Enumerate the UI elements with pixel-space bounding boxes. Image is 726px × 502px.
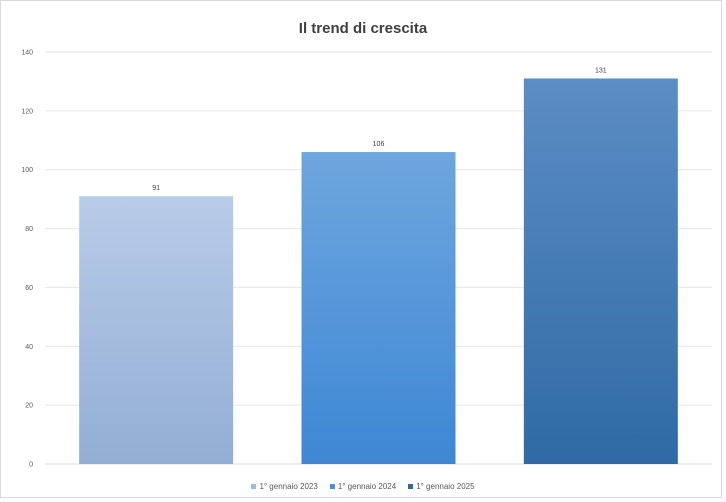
y-tick-label: 40 <box>25 344 33 351</box>
y-tick-label: 120 <box>21 108 33 115</box>
legend: 1° gennaio 2023 1° gennaio 2024 1° gennaio… <box>0 482 726 491</box>
bars <box>79 78 678 465</box>
y-tick-label: 80 <box>25 226 33 233</box>
data-label-3: 131 <box>595 67 607 74</box>
legend-label: 1° gennaio 2025 <box>416 482 475 491</box>
bar-2 <box>301 152 456 465</box>
legend-swatch <box>408 484 414 489</box>
y-tick-label: 20 <box>25 403 33 410</box>
data-label-1: 91 <box>152 185 160 192</box>
legend-item: 1° gennaio 2024 <box>329 482 397 491</box>
legend-item: 1° gennaio 2023 <box>251 482 318 491</box>
legend-item: 1° gennaio 2025 <box>408 482 475 491</box>
bar-3 <box>523 78 678 464</box>
y-tick-label: 0 <box>29 462 33 469</box>
y-tick-label: 60 <box>25 285 33 292</box>
y-tick-label: 140 <box>21 50 33 57</box>
bar-1 <box>79 196 234 464</box>
chart-title: Il trend di crescita <box>298 20 428 37</box>
y-axis-tick-labels: 0 20 40 60 80 100 120 140 <box>21 50 33 469</box>
data-label-2: 106 <box>373 141 385 148</box>
legend-swatch <box>329 484 335 489</box>
legend-swatch <box>251 484 257 489</box>
legend-label: 1° gennaio 2024 <box>337 482 397 491</box>
legend-label: 1° gennaio 2023 <box>259 482 318 491</box>
y-tick-label: 100 <box>21 167 33 174</box>
data-labels: 91 106 131 <box>152 67 607 192</box>
